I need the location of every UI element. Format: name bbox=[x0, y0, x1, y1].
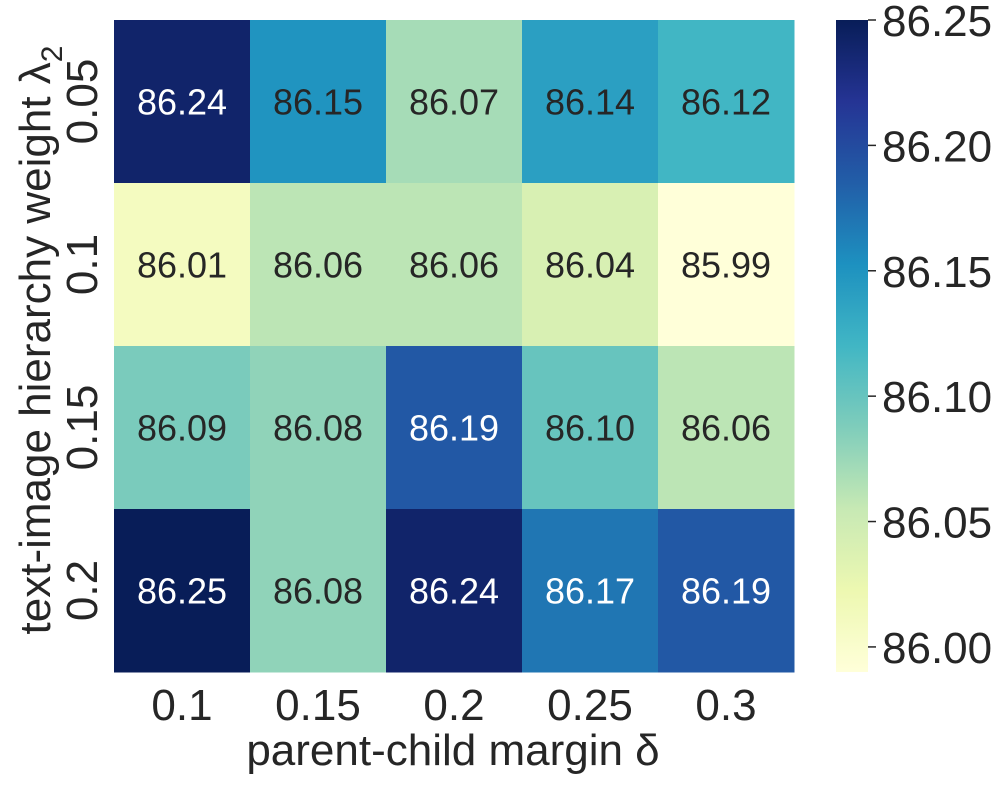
x-axis-ticks: 0.1 0.15 0.2 0.25 0.3 bbox=[151, 681, 756, 730]
heatmap-cell bbox=[658, 183, 795, 347]
heatmap-cell bbox=[658, 346, 795, 510]
heatmap-cell bbox=[250, 183, 387, 347]
y-tick-label: 0.1 bbox=[58, 234, 107, 295]
heatmap-cell bbox=[386, 183, 523, 347]
heatmap-cell bbox=[386, 20, 523, 184]
heatmap-cell-value: 86.14 bbox=[545, 82, 635, 123]
colorbar-ticks: 86.00 86.05 86.10 86.15 86.20 86.25 bbox=[868, 0, 992, 673]
heatmap-cells bbox=[114, 20, 795, 673]
y-axis-ticks: 0.05 0.1 0.15 0.2 bbox=[58, 59, 107, 621]
heatmap-cell-value: 86.12 bbox=[681, 82, 771, 123]
heatmap-cell bbox=[522, 509, 659, 673]
heatmap-cell bbox=[114, 509, 251, 673]
heatmap-cell bbox=[250, 509, 387, 673]
heatmap-cell bbox=[522, 183, 659, 347]
x-tick-label: 0.2 bbox=[423, 681, 484, 730]
heatmap-cell-value: 86.24 bbox=[409, 571, 499, 612]
colorbar-gradient bbox=[836, 20, 868, 672]
y-tick-label: 0.15 bbox=[58, 385, 107, 471]
heatmap-cell-value: 86.15 bbox=[273, 82, 363, 123]
heatmap-cell bbox=[114, 346, 251, 510]
heatmap-cell bbox=[250, 20, 387, 184]
heatmap-cell bbox=[522, 346, 659, 510]
colorbar-tick-label: 86.25 bbox=[882, 0, 992, 46]
heatmap-cell-value: 86.10 bbox=[545, 408, 635, 449]
heatmap-cell bbox=[386, 509, 523, 673]
colorbar-tick-label: 86.15 bbox=[882, 248, 992, 297]
heatmap-cell-value: 86.19 bbox=[681, 571, 771, 612]
heatmap-cell-value: 86.01 bbox=[137, 245, 227, 286]
heatmap-cell bbox=[658, 20, 795, 184]
heatmap-cell-value: 86.08 bbox=[273, 408, 363, 449]
heatmap-cell bbox=[114, 20, 251, 184]
x-tick-label: 0.25 bbox=[547, 681, 633, 730]
heatmap-cell-value: 85.99 bbox=[681, 245, 771, 286]
heatmap-cell-value: 86.25 bbox=[137, 571, 227, 612]
y-tick-label: 0.05 bbox=[58, 59, 107, 145]
x-tick-label: 0.15 bbox=[275, 681, 361, 730]
colorbar-tick-label: 86.10 bbox=[882, 373, 992, 422]
heatmap-cell bbox=[114, 183, 251, 347]
heatmap-cell-value: 86.17 bbox=[545, 571, 635, 612]
y-axis-label: text-image hierarchy weight λ2 bbox=[11, 46, 69, 635]
heatmap-cell bbox=[522, 20, 659, 184]
heatmap-cell-value: 86.06 bbox=[681, 408, 771, 449]
heatmap-cell-value: 86.19 bbox=[409, 408, 499, 449]
colorbar-tick-label: 86.05 bbox=[882, 499, 992, 548]
heatmap-cell bbox=[386, 346, 523, 510]
heatmap-cell-value: 86.24 bbox=[137, 82, 227, 123]
heatmap-cell-value: 86.04 bbox=[545, 245, 635, 286]
x-tick-label: 0.1 bbox=[151, 681, 212, 730]
heatmap-cell bbox=[250, 346, 387, 510]
colorbar bbox=[836, 20, 868, 672]
heatmap-cell bbox=[658, 509, 795, 673]
heatmap-cell-value: 86.06 bbox=[273, 245, 363, 286]
heatmap-cell-value: 86.08 bbox=[273, 571, 363, 612]
x-axis-label: parent-child margin δ bbox=[246, 726, 659, 775]
heatmap-cell-value: 86.06 bbox=[409, 245, 499, 286]
colorbar-tick-label: 86.00 bbox=[882, 624, 992, 673]
heatmap-cell-value: 86.07 bbox=[409, 82, 499, 123]
x-tick-label: 0.3 bbox=[695, 681, 756, 730]
heatmap-cell-labels: 86.24 86.15 86.07 86.14 86.12 86.01 86.06 86.06… bbox=[137, 82, 771, 612]
y-tick-label: 0.2 bbox=[58, 560, 107, 621]
heatmap-cell-value: 86.09 bbox=[137, 408, 227, 449]
colorbar-tick-label: 86.20 bbox=[882, 122, 992, 171]
